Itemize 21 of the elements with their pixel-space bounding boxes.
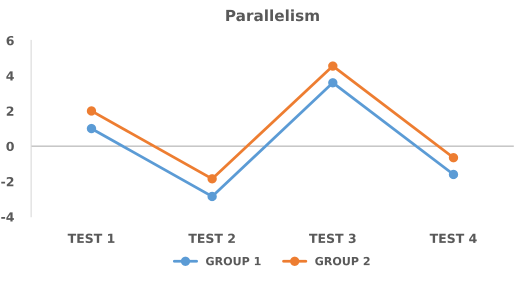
- point: [207, 192, 217, 202]
- point: [448, 153, 458, 162]
- point: [86, 124, 96, 134]
- point: [328, 61, 338, 71]
- point: [86, 106, 96, 116]
- legend-label: GROUP 1: [206, 256, 261, 266]
- y-tick-label: 6: [6, 36, 14, 46]
- y-tick-label: 2: [6, 106, 14, 116]
- point: [207, 174, 217, 184]
- y-tick-label: -4: [1, 212, 14, 222]
- x-tick-label: TEST 3: [309, 234, 356, 244]
- point: [328, 78, 338, 88]
- x-tick-label: TEST 1: [68, 234, 114, 244]
- y-tick-label: 0: [6, 142, 14, 152]
- legend-label: GROUP 2: [315, 256, 370, 266]
- x-tick-label: TEST 2: [188, 234, 235, 244]
- point: [448, 170, 458, 180]
- x-tick-label: TEST 4: [430, 234, 477, 244]
- chart-title: Parallelism: [226, 9, 319, 22]
- y-tick-label: 4: [6, 71, 14, 80]
- y-tick-label: -2: [1, 176, 14, 186]
